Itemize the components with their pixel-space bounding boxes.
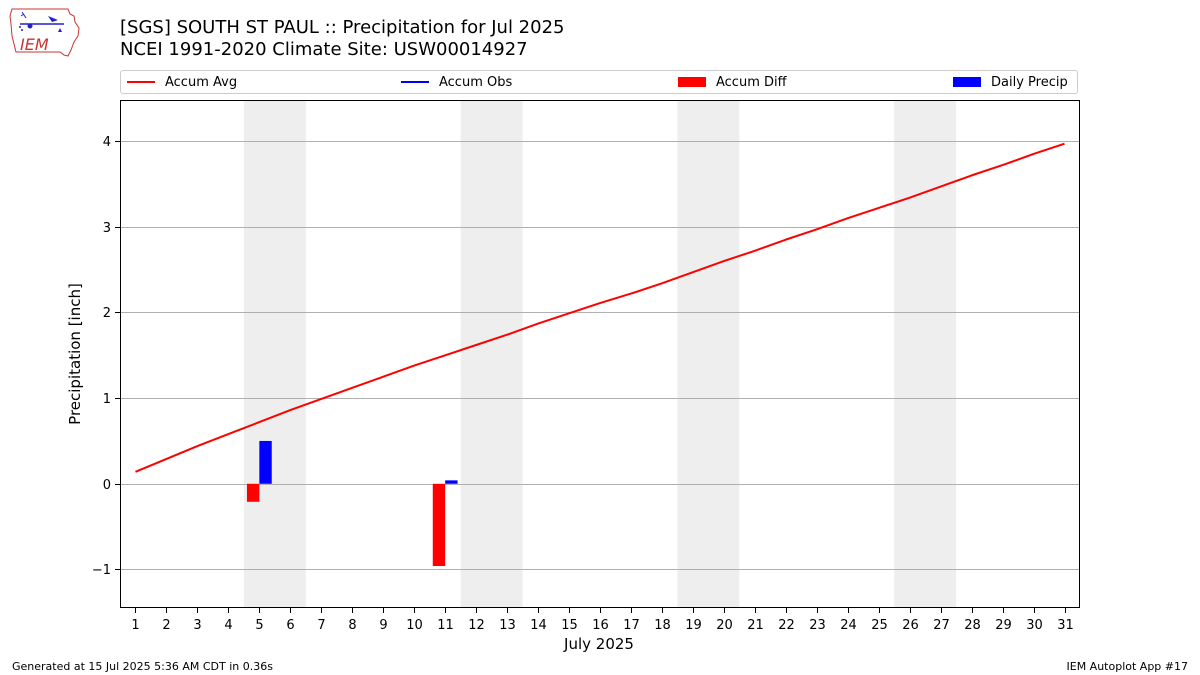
x-tick-label: 3 bbox=[193, 618, 201, 633]
app-label: IEM Autoplot App #17 bbox=[1066, 660, 1189, 673]
x-tick-label: 25 bbox=[871, 618, 888, 633]
accum-diff-bar-day-11 bbox=[432, 483, 446, 567]
legend-item-daily-precip: Daily Precip bbox=[953, 71, 1068, 93]
legend-swatch-accum-diff bbox=[678, 77, 706, 87]
x-tick-label: 8 bbox=[348, 618, 356, 633]
chart-legend: Accum Avg Accum Obs Accum Diff Daily Pre… bbox=[120, 70, 1078, 94]
y-axis-label: Precipitation [inch] bbox=[66, 283, 84, 425]
x-tick-label: 17 bbox=[623, 618, 640, 633]
x-tick-label: 4 bbox=[224, 618, 232, 633]
y-tick-label: 0 bbox=[103, 478, 111, 493]
logo-text: IEM bbox=[20, 35, 49, 54]
x-tick-label: 5 bbox=[255, 618, 263, 633]
daily-precip-bar-day-5 bbox=[259, 440, 272, 484]
x-tick-label: 10 bbox=[406, 618, 423, 633]
legend-label-accum-obs: Accum Obs bbox=[439, 74, 513, 90]
x-tick-label: 20 bbox=[716, 618, 733, 633]
iem-logo: IEM bbox=[9, 8, 80, 57]
legend-item-accum-diff: Accum Diff bbox=[678, 71, 787, 93]
legend-item-accum-obs: Accum Obs bbox=[401, 71, 512, 93]
x-tick-label: 12 bbox=[468, 618, 485, 633]
chart-subtitle: NCEI 1991-2020 Climate Site: USW00014927 bbox=[120, 39, 528, 60]
y-tick-label: 4 bbox=[103, 135, 111, 150]
x-tick-label: 31 bbox=[1057, 618, 1074, 633]
legend-item-accum-avg: Accum Avg bbox=[127, 71, 237, 93]
x-tick-label: 11 bbox=[437, 618, 454, 633]
legend-swatch-daily-precip bbox=[953, 77, 981, 87]
x-tick-label: 28 bbox=[964, 618, 981, 633]
x-tick-label: 1 bbox=[131, 618, 139, 633]
x-tick-label: 7 bbox=[317, 618, 325, 633]
x-tick-label: 21 bbox=[747, 618, 764, 633]
legend-swatch-accum-obs bbox=[401, 81, 429, 83]
x-tick-label: 9 bbox=[379, 618, 387, 633]
daily-precip-bar-day-11 bbox=[445, 480, 458, 484]
chart-title: [SGS] SOUTH ST PAUL :: Precipitation for… bbox=[120, 17, 565, 38]
weekend-bands bbox=[243, 100, 957, 608]
x-tick-label: 24 bbox=[840, 618, 857, 633]
generated-timestamp: Generated at 15 Jul 2025 5:36 AM CDT in … bbox=[12, 660, 273, 673]
x-tick-label: 27 bbox=[933, 618, 950, 633]
x-tick-label: 14 bbox=[530, 618, 547, 633]
weekend-band-4 bbox=[894, 100, 957, 608]
line-series bbox=[135, 142, 1065, 473]
legend-label-accum-avg: Accum Avg bbox=[165, 74, 238, 90]
x-tick-label: 23 bbox=[809, 618, 826, 633]
accum-avg-line bbox=[135, 142, 1065, 473]
x-tick-label: 13 bbox=[499, 618, 516, 633]
x-tick-label: 26 bbox=[902, 618, 919, 633]
accum-diff-bar-day-5 bbox=[246, 483, 260, 502]
bar-series bbox=[246, 440, 458, 567]
x-tick-label: 19 bbox=[685, 618, 702, 633]
y-tick-label: −1 bbox=[92, 563, 111, 578]
x-tick-label: 22 bbox=[778, 618, 795, 633]
y-tick-label: 3 bbox=[103, 221, 111, 236]
x-tick-label: 29 bbox=[995, 618, 1012, 633]
y-gridlines bbox=[120, 141, 1080, 570]
x-tick-label: 15 bbox=[561, 618, 578, 633]
weekend-band-3 bbox=[677, 100, 740, 608]
y-tick-label: 2 bbox=[103, 306, 111, 321]
legend-label-accum-diff: Accum Diff bbox=[716, 74, 787, 90]
x-axis-label: July 2025 bbox=[563, 635, 634, 653]
y-axis-ticks: −1 0 1 2 3 4 bbox=[92, 135, 120, 578]
legend-label-daily-precip: Daily Precip bbox=[991, 74, 1068, 90]
weekend-band-1 bbox=[243, 100, 306, 608]
x-tick-label: 30 bbox=[1026, 618, 1043, 633]
x-tick-label: 6 bbox=[286, 618, 294, 633]
x-tick-label: 16 bbox=[592, 618, 609, 633]
y-tick-label: 1 bbox=[103, 392, 111, 407]
x-axis-ticks: 1 2 3 4 5 6 7 8 9 10 11 12 13 14 15 16 17 18 19 20 21 22 23 24 2… bbox=[131, 608, 1074, 633]
weekend-band-2 bbox=[460, 100, 523, 608]
x-tick-label: 2 bbox=[162, 618, 170, 633]
x-tick-label: 18 bbox=[654, 618, 671, 633]
plot-frame bbox=[120, 100, 1080, 608]
legend-swatch-accum-avg bbox=[127, 81, 155, 83]
